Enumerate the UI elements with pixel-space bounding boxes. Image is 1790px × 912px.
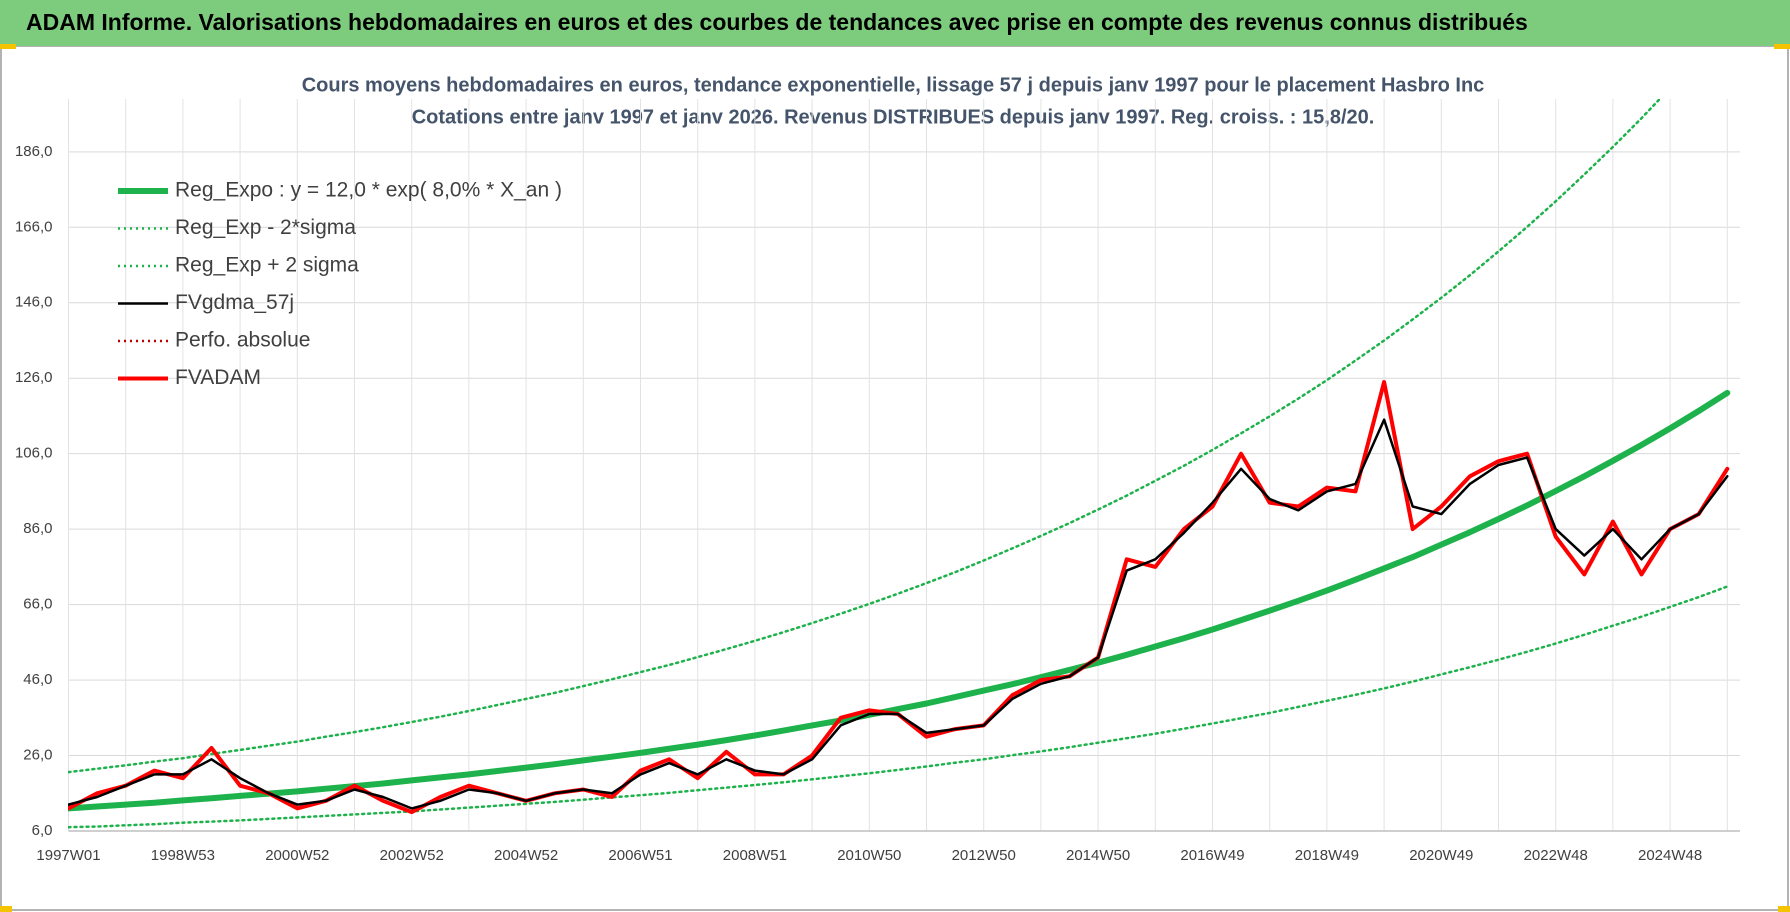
y-tick-label: 26,0 (23, 747, 52, 764)
y-tick-label: 106,0 (15, 445, 53, 462)
y-tick-label: 166,0 (15, 218, 53, 235)
x-tick-label: 1997W01 (36, 847, 100, 864)
legend-label: FVgdma_57j (175, 291, 294, 314)
y-tick-label: 126,0 (15, 369, 53, 386)
x-tick-label: 2020W49 (1409, 847, 1473, 864)
x-tick-label: 2014W50 (1066, 847, 1130, 864)
x-tick-label: 2008W51 (723, 847, 787, 864)
x-tick-label: 2000W52 (265, 847, 329, 864)
series-line (68, 389, 1731, 812)
corner (0, 906, 12, 912)
legend-label: Reg_Expo : y = 12,0 * exp( 8,0% * X_an ) (175, 179, 562, 202)
legend-label: Reg_Exp + 2 sigma (175, 254, 359, 277)
corner (1778, 906, 1790, 912)
plot-area (68, 99, 1731, 829)
x-tick-label: 1998W53 (151, 847, 215, 864)
legend-label: Perfo. absolue (175, 329, 310, 352)
chart-subtitle: Cotations entre janv 1997 et janv 2026. … (412, 106, 1375, 128)
x-tick-label: 2018W49 (1295, 847, 1359, 864)
series-line (68, 99, 1662, 774)
x-tick-label: 2004W52 (494, 847, 558, 864)
x-tick-label: 2022W48 (1524, 847, 1588, 864)
y-tick-label: 6,0 (32, 822, 53, 839)
y-tick-label: 186,0 (15, 143, 53, 160)
x-tick-label: 2010W50 (837, 847, 901, 864)
legend-label: Reg_Exp - 2*sigma (175, 216, 356, 239)
corner (0, 44, 16, 49)
x-tick-label: 2016W49 (1180, 847, 1244, 864)
frame (0, 45, 1789, 911)
x-tick-label: 2002W52 (380, 847, 444, 864)
series-line (68, 585, 1729, 829)
chart-title: Cours moyens hebdomadaires en euros, ten… (302, 74, 1485, 96)
y-tick-label: 46,0 (23, 671, 52, 688)
y-tick-label: 66,0 (23, 596, 52, 613)
series-line (68, 418, 1729, 810)
corner (1774, 44, 1790, 49)
page-title: ADAM Informe. Valorisations hebdomadaire… (26, 9, 1528, 35)
x-tick-label: 2012W50 (952, 847, 1016, 864)
x-tick-label: 2006W51 (608, 847, 672, 864)
banner (0, 0, 1790, 46)
legend-label: FVADAM (175, 366, 261, 389)
y-tick-label: 146,0 (15, 294, 53, 311)
y-tick-label: 86,0 (23, 520, 52, 537)
x-tick-label: 2024W48 (1638, 847, 1702, 864)
